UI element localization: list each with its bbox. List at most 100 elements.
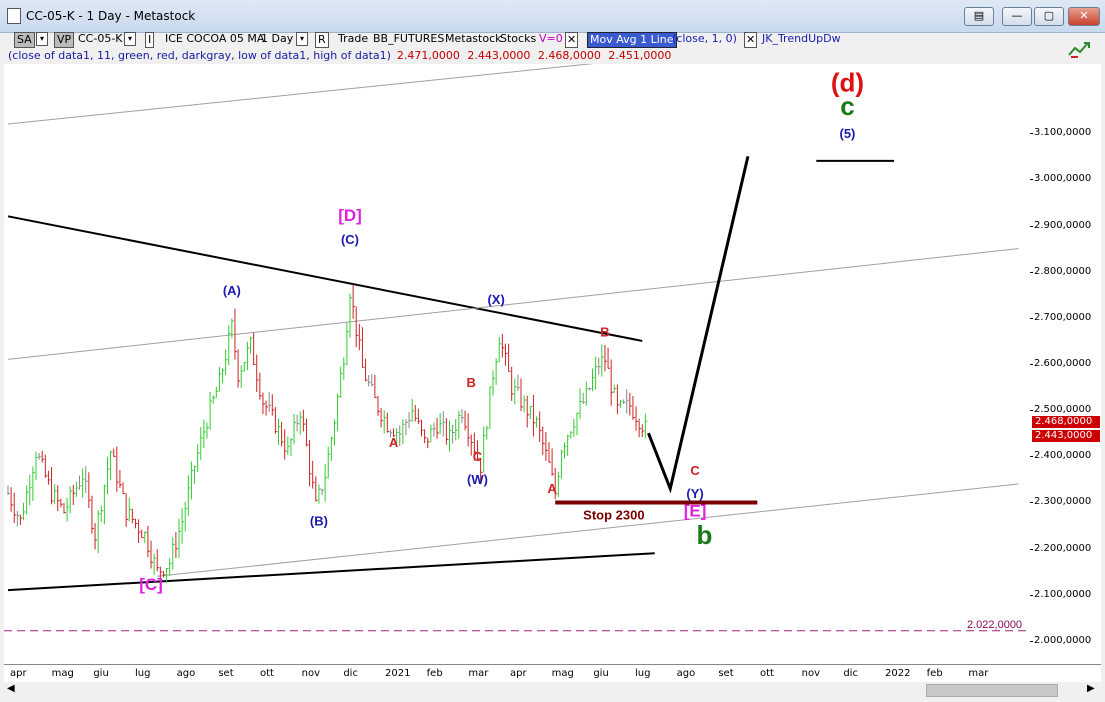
- x-tick-label: mag: [51, 668, 74, 679]
- stocks-label: Stocks: [500, 32, 537, 45]
- y-tick-mark: [1030, 594, 1033, 596]
- restore-layout-button[interactable]: ▤: [964, 7, 994, 26]
- title-bar: CC-05-K - 1 Day - Metastock ▤ — ▢ ✕: [0, 0, 1105, 33]
- y-tick-label: 2.500,0000: [1034, 404, 1092, 416]
- y-tick-mark: [1030, 410, 1033, 412]
- trendline-1: [7, 552, 655, 592]
- trend-indicator[interactable]: JK_TrendUpDw: [762, 32, 841, 45]
- y-tick-label: 2.700,0000: [1034, 311, 1092, 323]
- price-chart[interactable]: Stop 2300 2.022,0000 [D] (C) (A) (X) B B A C (W) A (…: [4, 49, 1030, 664]
- wave-label-2: (A): [223, 283, 241, 298]
- mov-avg-indicator[interactable]: Mov Avg 1 Line: [587, 32, 677, 48]
- i-button[interactable]: I: [145, 32, 155, 48]
- x-tick-label: nov: [301, 668, 321, 679]
- symbol-label[interactable]: CC-05-K: [78, 32, 123, 45]
- wave-label-13: (Y): [686, 486, 703, 501]
- y-tick-mark: [1030, 548, 1033, 550]
- y-tick-label: 2.600,0000: [1034, 358, 1092, 369]
- x-tick-label: giu: [93, 668, 109, 679]
- x-tick-label: mar: [968, 668, 989, 679]
- sa-dropdown[interactable]: ▾: [36, 32, 48, 46]
- y-tick-mark: [1030, 640, 1033, 642]
- scroll-left-icon[interactable]: ◀: [7, 683, 15, 694]
- wave-label-4: B: [600, 324, 609, 339]
- wave-label-15: b: [696, 520, 712, 550]
- remove-mov-avg-icon[interactable]: ✕: [744, 32, 758, 48]
- chart-canvas[interactable]: Stop 2300 2.022,0000 [D] (C) (A) (X) B B A C (W) A (…: [4, 49, 1030, 664]
- mov-avg-params: (close, 1, 0): [672, 32, 737, 45]
- x-tick-label: ott: [760, 668, 774, 679]
- remove-volume-icon[interactable]: ✕: [565, 32, 579, 48]
- minimize-button[interactable]: —: [1002, 7, 1032, 26]
- source-label: BB_FUTURES: [373, 32, 445, 45]
- projection-path: [647, 155, 750, 494]
- wave-label-7: C: [473, 449, 483, 464]
- trend-tool-icon[interactable]: [1066, 40, 1092, 60]
- scroll-right-icon[interactable]: ▶: [1087, 683, 1095, 694]
- trendline-2: [7, 248, 1019, 360]
- indicator-info: (close of data1, 11, green, red, darkgra…: [8, 49, 671, 62]
- x-tick-label: dic: [343, 668, 358, 679]
- wave-label-10: (B): [310, 514, 328, 529]
- wave-label-0: [D]: [338, 206, 362, 225]
- last-price-tag: 2.443,0000: [1032, 429, 1100, 442]
- x-tick-label: feb: [426, 668, 443, 679]
- y-tick-mark: [1030, 502, 1033, 504]
- y-tick-mark: [1030, 317, 1033, 319]
- y-tick-label: 2.400,0000: [1034, 450, 1092, 462]
- x-tick-label: giu: [593, 668, 609, 679]
- interval-label[interactable]: 1 Day: [261, 32, 294, 45]
- wave-label-9: A: [547, 481, 557, 496]
- x-tick-label: apr: [510, 668, 527, 679]
- price-axis: 3.100,0000 3.000,0000 2.900,0000 2.800,0000…: [1030, 64, 1101, 664]
- wave-label-8: (W): [467, 472, 488, 487]
- maximize-button[interactable]: ▢: [1034, 7, 1064, 26]
- horizontal-scrollbar[interactable]: ◀ ▶: [4, 682, 1101, 698]
- x-tick-label: nov: [801, 668, 821, 679]
- toolbar: SA ▾ VP CC-05-K ▾ I ICE COCOA 05 MA 1 Da…: [0, 32, 1105, 48]
- y-tick-label: 3.000,0000: [1034, 173, 1092, 185]
- y-tick-label: 2.800,0000: [1034, 265, 1092, 277]
- x-tick-label: feb: [926, 668, 943, 679]
- trendline-4: [7, 49, 724, 125]
- wave-label-17: c: [840, 91, 854, 121]
- close-button[interactable]: ✕: [1068, 7, 1100, 26]
- x-tick-label: ago: [676, 668, 696, 679]
- x-tick-label: set: [718, 668, 734, 679]
- volume-label: V=0: [539, 32, 563, 45]
- wave-label-14: [E]: [684, 501, 707, 520]
- y-tick-mark: [1030, 456, 1033, 458]
- r-button[interactable]: R: [315, 32, 329, 48]
- interval-dropdown[interactable]: ▾: [296, 32, 308, 46]
- x-tick-label: mar: [468, 668, 489, 679]
- x-tick-label: 2022: [885, 668, 911, 679]
- y-tick-label: 2.300,0000: [1034, 496, 1092, 508]
- sa-button[interactable]: SA: [14, 32, 35, 48]
- wave-label-18: (5): [840, 126, 856, 141]
- x-tick-label: ago: [176, 668, 196, 679]
- x-tick-label: 2021: [385, 668, 411, 679]
- symbol-dropdown[interactable]: ▾: [124, 32, 136, 46]
- x-tick-label: lug: [135, 668, 151, 679]
- wave-label-1: (C): [341, 232, 359, 247]
- y-tick-mark: [1030, 225, 1033, 227]
- wave-label-6: A: [389, 435, 399, 450]
- y-tick-label: 2.000,0000: [1034, 634, 1092, 646]
- trendline-0: [7, 215, 643, 342]
- wave-label-11: [C]: [139, 575, 163, 594]
- x-tick-label: mag: [551, 668, 574, 679]
- wave-label-3: (X): [487, 292, 504, 307]
- scroll-thumb[interactable]: [926, 684, 1058, 697]
- window-title: CC-05-K - 1 Day - Metastock: [26, 9, 196, 23]
- ohlc-values: 2.471,0000 2.443,0000 2.468,0000 2.451,0…: [396, 49, 672, 62]
- x-tick-label: apr: [10, 668, 27, 679]
- vendor-label: Metastock: [445, 32, 502, 45]
- document-icon: [7, 8, 21, 24]
- support-label: 2.022,0000: [967, 619, 1022, 631]
- y-tick-mark: [1030, 133, 1033, 135]
- x-tick-label: dic: [843, 668, 858, 679]
- description-label: ICE COCOA 05 MA: [165, 32, 265, 45]
- trade-label: Trade: [338, 32, 369, 45]
- x-tick-label: lug: [635, 668, 651, 679]
- vp-button[interactable]: VP: [54, 32, 75, 48]
